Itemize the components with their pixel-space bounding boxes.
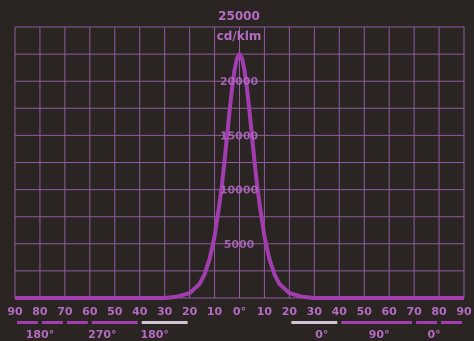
x-tick-label: 30 <box>157 305 173 318</box>
c-plane-bar <box>416 321 438 324</box>
y-axis-unit: cd/klm <box>217 29 262 43</box>
grid <box>14 26 465 299</box>
x-tick-label: 60 <box>82 305 98 318</box>
y-tick-label: 10000 <box>220 184 259 197</box>
c-plane-bar <box>41 321 63 324</box>
intensity-curve <box>15 52 464 300</box>
c-plane-bar <box>91 321 138 324</box>
x-tick-label: 50 <box>357 305 373 318</box>
x-tick-label: 60 <box>382 305 398 318</box>
x-tick-label: 10 <box>207 305 223 318</box>
c-plane-label: 180° <box>140 328 168 341</box>
x-tick-label: 20 <box>282 305 298 318</box>
c-plane-label: 0° <box>315 328 328 341</box>
y-tick-label: 20000 <box>220 75 259 88</box>
curve-layer <box>15 52 464 300</box>
x-tick-label: 80 <box>431 305 447 318</box>
chart-title: 25000 <box>218 9 260 23</box>
c-plane-label: 0° <box>427 328 440 341</box>
x-tick-labels: 90 80 70 60 50 40 30 20 10 0° 10 20 30 40 50 60 70 80 90 <box>7 305 472 318</box>
c-plane-bar <box>141 321 188 324</box>
y-tick-label: 5000 <box>224 238 255 251</box>
x-tick-label: 30 <box>307 305 323 318</box>
x-tick-label: 80 <box>32 305 48 318</box>
x-tick-label: 90 <box>7 305 23 318</box>
x-tick-label: 40 <box>132 305 148 318</box>
c-plane-label: 90° <box>369 328 390 341</box>
x-tick-label: 50 <box>107 305 123 318</box>
x-tick-label: 70 <box>406 305 422 318</box>
x-tick-label: 0° <box>233 305 246 318</box>
c-plane-bar <box>17 321 38 324</box>
x-tick-label: 90 <box>456 305 472 318</box>
y-tick-label: 15000 <box>220 129 259 142</box>
c-plane-bar <box>341 321 413 324</box>
c-plane-bar <box>291 321 338 324</box>
y-tick-labels: 20000 15000 10000 5000 <box>220 75 259 251</box>
x-tick-label: 10 <box>257 305 273 318</box>
c-plane-label: 180° <box>26 328 54 341</box>
c-plane-label: 270° <box>88 328 116 341</box>
c-plane-bar <box>441 321 462 324</box>
x-tick-label: 20 <box>182 305 198 318</box>
c-plane-bar <box>66 321 88 324</box>
c-plane-labels: 180° 270° 180° 0° 90° 0° <box>17 321 462 341</box>
x-tick-label: 40 <box>332 305 348 318</box>
x-tick-label: 70 <box>57 305 73 318</box>
